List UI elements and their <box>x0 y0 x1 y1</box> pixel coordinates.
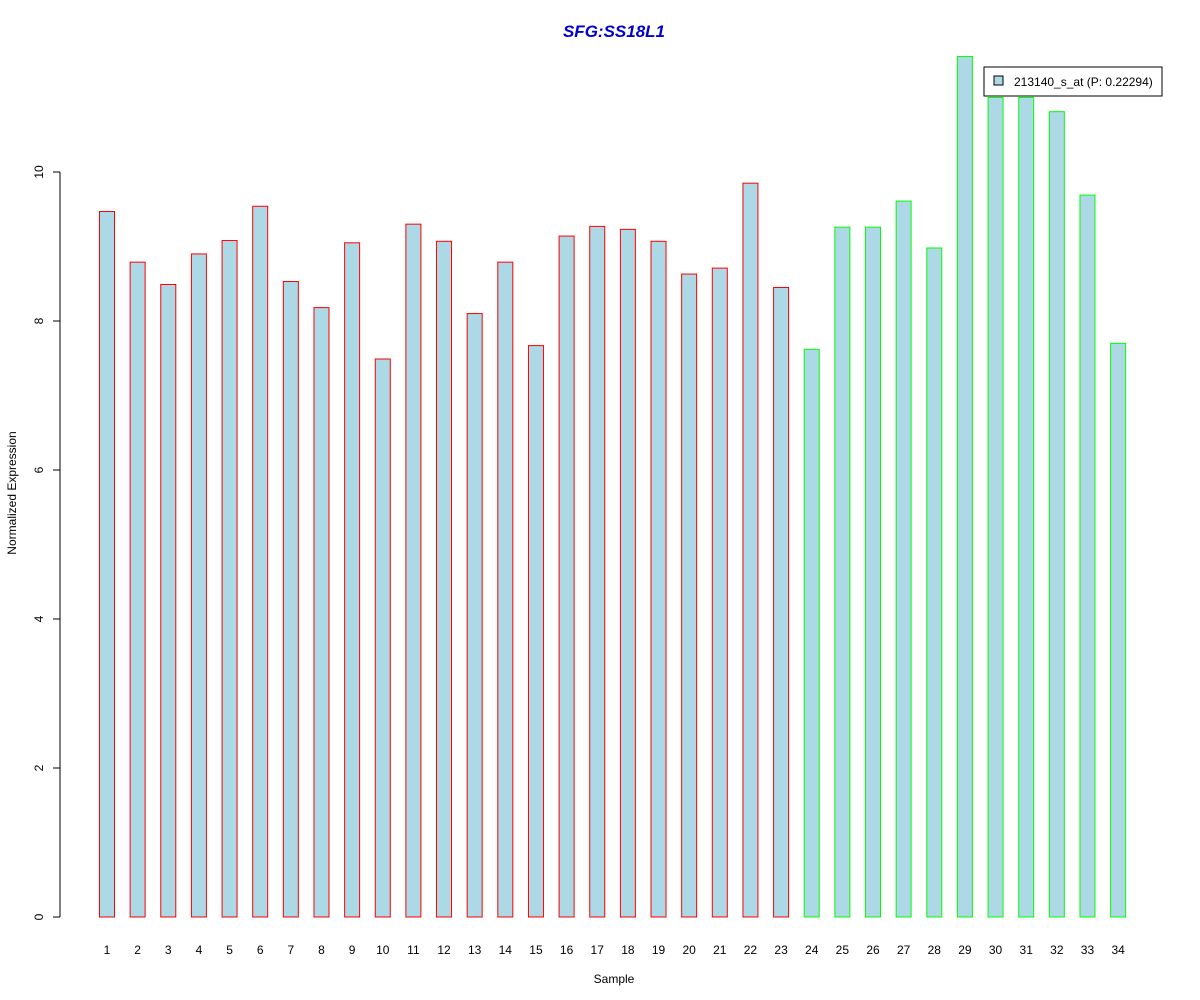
x-tick-label: 33 <box>1081 943 1095 957</box>
bar <box>129 261 146 918</box>
bar <box>803 348 820 918</box>
x-tick-label: 7 <box>287 943 294 957</box>
y-axis-label: Normalized Expression <box>5 431 19 554</box>
bar <box>987 97 1004 918</box>
bar <box>374 358 391 918</box>
bar <box>742 182 759 918</box>
bar <box>773 286 790 918</box>
bar <box>160 283 177 918</box>
x-tick-label: 31 <box>1020 943 1034 957</box>
x-tick-label: 32 <box>1050 943 1064 957</box>
x-axis-tick-labels: 1 2 3 4 5 6 7 8 9 10 11 12 13 14 15 16 17 18 19 20 21 22 23 24 2… <box>104 943 1125 957</box>
x-tick-label: 26 <box>866 943 880 957</box>
x-tick-label: 8 <box>318 943 325 957</box>
bar <box>99 210 115 918</box>
x-tick-label: 34 <box>1111 943 1125 957</box>
x-tick-label: 17 <box>591 943 605 957</box>
bar <box>1110 342 1127 918</box>
x-tick-label: 30 <box>989 943 1003 957</box>
x-tick-label: 4 <box>196 943 203 957</box>
bar <box>956 56 973 918</box>
x-tick-label: 25 <box>836 943 850 957</box>
legend-swatch <box>993 75 1004 86</box>
bar <box>865 226 881 918</box>
bar <box>895 200 912 918</box>
x-axis-label: Sample <box>594 972 635 986</box>
bar <box>589 225 606 918</box>
y-tick-label: 6 <box>32 466 46 473</box>
x-tick-label: 6 <box>257 943 264 957</box>
x-tick-label: 19 <box>652 943 666 957</box>
bar <box>344 242 361 918</box>
bar <box>497 261 514 918</box>
y-tick-label: 10 <box>32 165 46 179</box>
bar <box>282 281 299 918</box>
bar <box>558 235 575 918</box>
x-tick-label: 3 <box>165 943 172 957</box>
x-tick-label: 24 <box>805 943 819 957</box>
x-tick-label: 9 <box>349 943 356 957</box>
x-tick-label: 5 <box>226 943 233 957</box>
x-tick-label: 16 <box>560 943 574 957</box>
x-tick-label: 23 <box>774 943 788 957</box>
x-tick-label: 13 <box>468 943 482 957</box>
x-tick-label: 10 <box>376 943 390 957</box>
x-tick-label: 22 <box>744 943 758 957</box>
bar <box>221 240 238 918</box>
bar <box>405 223 422 918</box>
y-tick-label: 0 <box>32 913 46 920</box>
bar <box>926 247 943 918</box>
y-tick-label: 4 <box>32 615 46 622</box>
x-tick-label: 21 <box>713 943 727 957</box>
bar <box>1048 111 1065 918</box>
bar <box>619 228 636 918</box>
x-tick-label: 20 <box>682 943 696 957</box>
x-tick-label: 2 <box>134 943 141 957</box>
x-tick-label: 12 <box>437 943 451 957</box>
bar <box>650 240 667 918</box>
legend-box <box>983 66 1163 97</box>
bar <box>1018 97 1035 918</box>
y-tick-label: 2 <box>32 764 46 771</box>
bar <box>834 226 851 918</box>
legend: 213140_s_at (P: 0.22294) <box>983 66 1163 97</box>
bar <box>436 240 453 918</box>
y-axis: 0 2 4 6 8 10 <box>32 165 61 920</box>
x-tick-label: 11 <box>407 943 420 957</box>
x-tick-label: 15 <box>529 943 543 957</box>
bar <box>711 267 728 918</box>
bar <box>681 273 698 918</box>
y-tick-label: 8 <box>32 317 46 324</box>
x-tick-label: 28 <box>928 943 942 957</box>
x-tick-label: 1 <box>104 943 111 957</box>
legend-label: 213140_s_at (P: 0.22294) <box>1014 75 1153 89</box>
x-tick-label: 14 <box>499 943 513 957</box>
bar <box>313 307 330 918</box>
bar <box>252 205 269 918</box>
bar <box>190 253 207 918</box>
bars <box>99 56 1127 918</box>
bar <box>527 345 544 918</box>
x-tick-label: 29 <box>958 943 972 957</box>
x-tick-label: 27 <box>897 943 911 957</box>
bar <box>1079 194 1096 918</box>
chart-title: SFG:SS18L1 <box>563 22 665 41</box>
bar <box>466 313 483 918</box>
x-tick-label: 18 <box>621 943 635 957</box>
